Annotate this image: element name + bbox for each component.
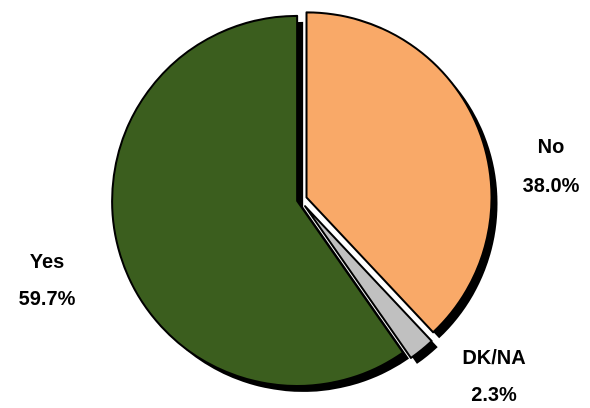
label-dkna: DK/NA 2.3%: [462, 347, 525, 406]
category-label-no: No: [538, 136, 565, 158]
value-label-dkna: 2.3%: [471, 384, 517, 403]
category-label-yes: Yes: [30, 251, 64, 273]
label-yes: Yes 59.7%: [19, 251, 76, 310]
value-label-no: 38.0%: [523, 175, 580, 197]
pie-slice-no: [305, 11, 493, 334]
pie-slice-dkna: [304, 205, 433, 359]
value-label-yes: 59.7%: [19, 288, 76, 310]
label-no: No 38.0%: [523, 136, 580, 197]
pie-slice-yes: [111, 14, 405, 387]
category-label-dkna: DK/NA: [462, 347, 525, 369]
pie-slices: [111, 11, 493, 387]
